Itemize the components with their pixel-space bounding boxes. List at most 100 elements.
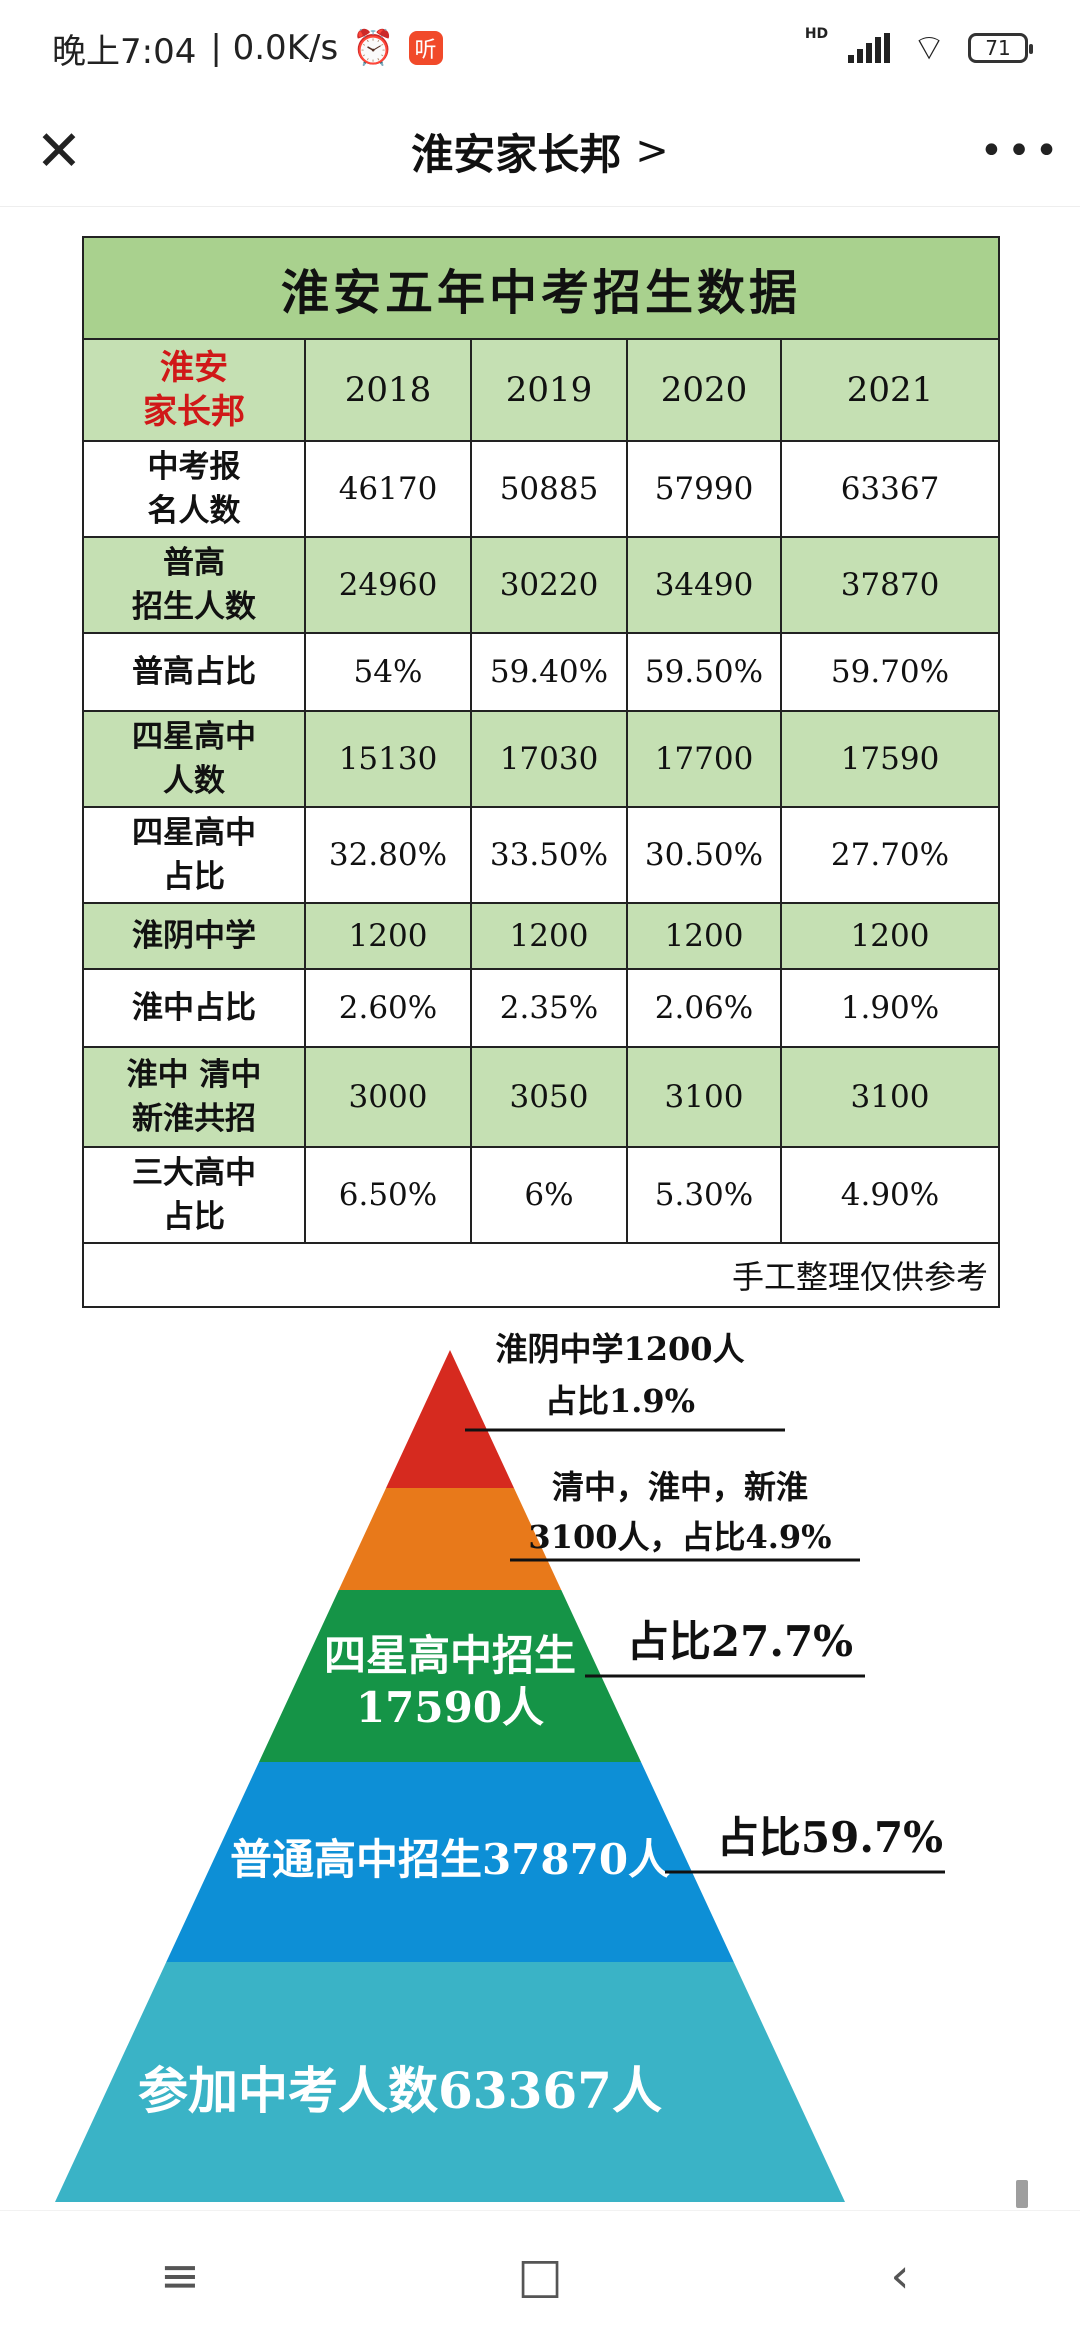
row-label-line: 人数 [163,763,225,799]
row-label-line: 名人数 [147,493,241,529]
year-header: 2021 [780,338,1000,442]
table-cell: 2.35% [470,968,628,1048]
table-cell: 30.50% [626,806,782,904]
brand-line-1: 淮安 [160,348,228,388]
table-cell: 32.80% [304,806,472,904]
pyramid-callout: 清中，淮中，新淮 [552,1468,808,1506]
table-cell: 46170 [304,440,472,538]
table-cell: 59.70% [780,632,1000,712]
status-bar: 晚上7:04 | 0.0K/s ⏰ 听 HD ⌔ 71 [0,0,1080,96]
status-right: HD ⌔ 71 [804,25,1033,71]
close-icon: ✕ [35,118,83,184]
table-row: 四星高中 占比 32.80% 33.50% 30.50% 27.70% [82,806,1000,904]
row-label-line: 淮中占比 [132,990,256,1026]
admission-data-table: 淮安五年中考招生数据 淮安 家长邦 2018 2019 2020 2021 中考… [82,236,1000,1308]
table-caption-row: 淮安五年中考招生数据 [82,236,1000,340]
table-cell: 34490 [626,536,782,634]
table-cell: 5.30% [626,1146,782,1244]
row-label: 淮中 清中 新淮共招 [82,1046,306,1148]
pyramid-tier-label: 普通高中招生37870人 [230,1835,670,1884]
pyramid-callout: 占比1.9% [545,1382,695,1420]
pyramid-callout: 3100人，占比4.9% [528,1518,831,1556]
home-button[interactable]: □ [495,2231,585,2321]
table-cell: 59.40% [470,632,628,712]
table-cell: 1200 [780,902,1000,970]
table-cell: 17700 [626,710,782,808]
table-header-row: 淮安 家长邦 2018 2019 2020 2021 [82,338,1000,442]
page-title[interactable]: 淮安家长邦 > [411,121,669,182]
row-label-line: 新淮共招 [132,1101,256,1137]
table-cell: 3100 [626,1046,782,1148]
row-label: 淮阴中学 [82,902,306,970]
battery-icon: 71 [968,33,1033,63]
table-cell: 54% [304,632,472,712]
row-label: 三大高中 占比 [82,1146,306,1244]
table-cell: 3100 [780,1046,1000,1148]
table-cell: 2.06% [626,968,782,1048]
table-cell: 50885 [470,440,628,538]
table-footer-note: 手工整理仅供参考 [82,1242,1000,1308]
table-cell: 1200 [626,902,782,970]
page-title-text: 淮安家长邦 [411,129,622,179]
wifi-icon: ⌔ [912,27,946,69]
table-cell: 3000 [304,1046,472,1148]
table-cell: 1200 [304,902,472,970]
row-label-line: 普高 [163,545,225,581]
row-label: 中考报 名人数 [82,440,306,538]
table-cell: 3050 [470,1046,628,1148]
table-cell: 1.90% [780,968,1000,1048]
row-label-line: 占比 [163,1199,225,1235]
table-row: 淮阴中学 1200 1200 1200 1200 [82,902,1000,970]
table-cell: 30220 [470,536,628,634]
brand-line-2: 家长邦 [143,392,245,432]
pyramid-tier-label: 四星高中招生 [324,1631,576,1680]
signal-icon [848,33,891,63]
table-cell: 1200 [470,902,628,970]
table-cell: 37870 [780,536,1000,634]
data-table: 淮安五年中考招生数据 淮安 家长邦 2018 2019 2020 2021 中考… [82,236,1000,1308]
table-cell: 27.70% [780,806,1000,904]
back-button[interactable]: ‹ [855,2231,945,2321]
pyramid-tier [386,1350,514,1488]
table-cell: 17030 [470,710,628,808]
row-label: 普高占比 [82,632,306,712]
close-button[interactable]: ✕ [28,118,90,184]
row-label-line: 中考报 [147,449,241,485]
more-button[interactable]: ••• [980,120,1059,182]
year-header: 2020 [626,338,782,442]
pyramid-tier [166,1762,734,1962]
table-row: 普高占比 54% 59.40% 59.50% 59.70% [82,632,1000,712]
scrollbar-thumb[interactable] [1016,2180,1028,2208]
row-label-line: 普高占比 [132,654,256,690]
table-row: 淮中占比 2.60% 2.35% 2.06% 1.90% [82,968,1000,1048]
year-header: 2018 [304,338,472,442]
alarm-icon: ⏰ [352,28,395,68]
table-cell: 57990 [626,440,782,538]
hd-icon: HD [804,25,829,42]
year-header: 2019 [470,338,628,442]
back-icon: ‹ [890,2248,910,2304]
menu-icon: ≡ [159,2248,201,2304]
table-row: 淮中 清中 新淮共招 3000 3050 3100 3100 [82,1046,1000,1148]
navigation-bar: ≡ □ ‹ [0,2210,1080,2341]
pyramid-callout: 占比59.7% [717,1813,943,1862]
row-label-line: 三大高中 [132,1155,256,1191]
pyramid-callout: 占比27.7% [627,1617,853,1666]
table-cell: 4.90% [780,1146,1000,1244]
status-time: 晚上7:04 [52,31,197,72]
listen-app-icon: 听 [408,31,443,65]
row-label-line: 淮中 清中 [126,1057,262,1093]
table-row: 中考报 名人数 46170 50885 57990 63367 [82,440,1000,538]
table-cell: 59.50% [626,632,782,712]
table-caption: 淮安五年中考招生数据 [82,236,1000,340]
table-cell: 33.50% [470,806,628,904]
menu-button[interactable]: ≡ [135,2231,225,2321]
row-label-line: 四星高中 [132,815,256,851]
title-bar: ✕ 淮安家长邦 > ••• [0,96,1080,207]
chevron-right-icon: > [635,128,669,174]
pyramid-tier [338,1488,562,1590]
table-cell: 15130 [304,710,472,808]
table-cell: 6% [470,1146,628,1244]
row-label-line: 淮阴中学 [132,918,256,954]
